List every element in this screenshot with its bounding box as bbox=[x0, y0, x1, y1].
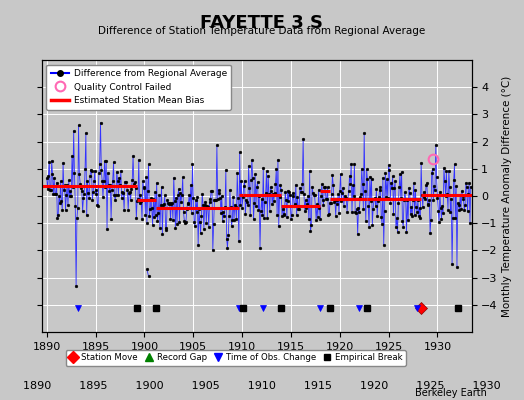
Legend: Station Move, Record Gap, Time of Obs. Change, Empirical Break: Station Move, Record Gap, Time of Obs. C… bbox=[66, 350, 406, 366]
Text: FAYETTE 3 S: FAYETTE 3 S bbox=[201, 14, 323, 32]
Y-axis label: Monthly Temperature Anomaly Difference (°C): Monthly Temperature Anomaly Difference (… bbox=[502, 75, 512, 317]
Text: 1890        1895        1900        1905        1910        1915        1920    : 1890 1895 1900 1905 1910 1915 1920 bbox=[23, 381, 501, 391]
Legend: Difference from Regional Average, Quality Control Failed, Estimated Station Mean: Difference from Regional Average, Qualit… bbox=[47, 64, 231, 110]
Text: Difference of Station Temperature Data from Regional Average: Difference of Station Temperature Data f… bbox=[99, 26, 425, 36]
Text: Berkeley Earth: Berkeley Earth bbox=[416, 388, 487, 398]
